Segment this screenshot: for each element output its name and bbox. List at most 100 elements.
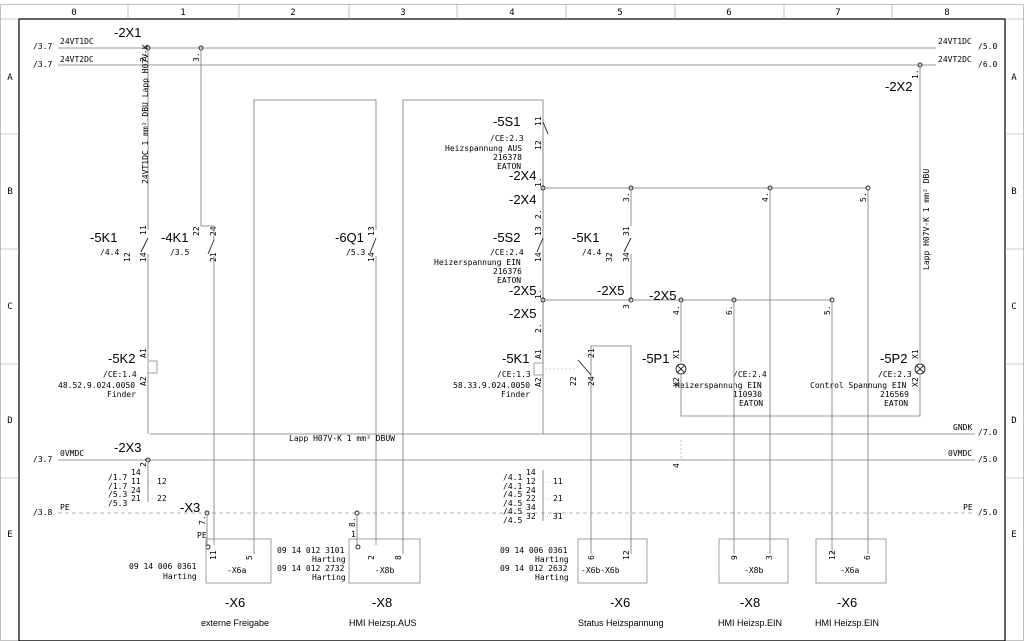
switch-desc: Heizspannung AUS <box>445 144 522 153</box>
lamp-label: -5P1 <box>642 351 669 366</box>
pin-number: 11 <box>139 225 148 235</box>
pin-number: 14 <box>534 252 543 262</box>
connector-tag: -X6a <box>840 566 859 575</box>
connector-tag: -X8b <box>744 566 763 575</box>
pin-number: X1 <box>672 349 681 359</box>
contact-label: -5K1 <box>90 230 117 245</box>
xref-pin: 14 <box>526 468 536 477</box>
branch-5k2: -2X1 2. 3. 24VT1DC 1 mm² DBU Lapp H07V-K… <box>58 25 204 434</box>
connector-part: 09 14 006 0361 <box>500 546 568 555</box>
pin-number: 22 <box>569 376 578 386</box>
column-label: 3 <box>400 8 405 18</box>
pin-number: 3. <box>192 52 201 62</box>
xref-pin: 11 <box>553 477 563 486</box>
terminal-label: -2X1 <box>114 25 141 40</box>
pin-number: 21 <box>209 252 218 262</box>
connector-maker: Harting <box>163 572 197 581</box>
rail-name: 24VT1DC <box>60 37 94 46</box>
connector-maker: Harting <box>312 555 346 564</box>
xref-ref: /4.5 <box>503 499 522 508</box>
xref-ref: /5.3 <box>108 499 127 508</box>
branch-4k1: -4K1 /3.5 22 24 21 <box>161 50 218 545</box>
relay-maker: Finder <box>107 390 136 399</box>
pin-number: 5 <box>245 555 254 560</box>
xref-ref: /4.5 <box>503 490 522 499</box>
pin-number: 11 <box>209 550 218 560</box>
connector-part: 09 14 006 0361 <box>129 562 197 571</box>
pin-number: 5. <box>823 305 832 315</box>
cable-label: Lapp H07V-K 1 mm² DBUW <box>289 434 395 443</box>
pin-number: 14 <box>139 252 148 262</box>
pin-number: 12 <box>123 252 132 262</box>
rail-ref-right: /5.0 <box>978 42 997 51</box>
relay-ref: /CE:1.4 <box>103 370 137 379</box>
connector-maker: Harting <box>535 555 569 564</box>
connector-maker: Harting <box>312 573 346 582</box>
switch-maker: EATON <box>497 162 521 171</box>
connector-title: Status Heizspannung <box>578 618 664 628</box>
cable-label: 24VT1DC 1 mm² DBU Lapp H07V-K <box>141 44 150 184</box>
lamp-desc: Heizerspannung EIN <box>675 381 762 390</box>
lamp-label: -5P2 <box>880 351 907 366</box>
rail-name: PE <box>60 503 70 512</box>
pin-number: 13 <box>367 226 376 236</box>
rail-name: 0VMDC <box>948 449 972 458</box>
rail-ref-left: /3.8 <box>33 508 52 517</box>
pin-number: X2 <box>911 377 920 387</box>
connector-part: 09 14 012 3101 <box>277 546 345 555</box>
connector-x8-heizsp-ein[interactable]: -X8b 9 3 -X8 HMI Heizsp.EIN <box>718 538 789 628</box>
pin-number: 1. <box>534 177 543 187</box>
connector-name: -X6 <box>610 595 630 610</box>
xref-pin: 14 <box>131 468 141 477</box>
column-label: 2 <box>290 8 295 18</box>
column-label: 1 <box>180 8 185 18</box>
xref-ref: /1.7 <box>108 482 127 491</box>
column-label: 7 <box>835 8 840 18</box>
relay-label: -5K2 <box>108 351 135 366</box>
row-label: D <box>1011 416 1016 426</box>
rail-ref-left: /3.7 <box>33 455 52 464</box>
terminal-label: -2X4 <box>509 192 536 207</box>
lamp-desc: Control Spannung EIN <box>810 381 907 390</box>
switch-part: 216376 <box>493 267 522 276</box>
relay-maker: Finder <box>501 390 530 399</box>
row-label: E <box>7 530 12 540</box>
lamp-icon <box>675 363 687 375</box>
terminal-label: -2X5 <box>509 283 536 298</box>
connector-x6-heizsp-ein[interactable]: -X6a 12 6 -X6 HMI Heizsp.EIN <box>815 538 887 628</box>
contact-6q1: -6Q1 /5.3 13 14 <box>335 226 377 262</box>
xref-pin: 31 <box>553 512 563 521</box>
connector-name: -X6 <box>837 595 857 610</box>
column-label: 8 <box>944 8 949 18</box>
xref-pin: 12 <box>157 477 167 486</box>
connector-x6-status[interactable]: 09 14 006 0361 Harting 09 14 012 2632 Ha… <box>500 538 664 628</box>
connector-maker: Harting <box>535 573 569 582</box>
pin-number: 6 <box>587 555 596 560</box>
contact-ref: /4.4 <box>582 248 601 257</box>
pin-number: 3. <box>622 192 631 202</box>
pin-number: 4 <box>672 463 681 468</box>
pin-number: 7. <box>198 515 207 525</box>
pin-number: 11 <box>534 116 543 126</box>
pin-number: PE <box>197 531 207 540</box>
lamp-maker: EATON <box>739 399 763 408</box>
rail-ref-right: /7.0 <box>978 428 997 437</box>
pin-number: 2 <box>367 555 376 560</box>
connector-tag: -X6b-X6b <box>581 566 620 575</box>
connector-part: 09 14 012 2632 <box>500 564 568 573</box>
x8-pe: 8. 1 <box>348 510 361 550</box>
switch-ref: /CE:2.4 <box>490 248 524 257</box>
terminal-label: -2X2 <box>885 79 912 94</box>
pin-number: 5. <box>859 192 868 202</box>
pin-number: 3 <box>765 555 774 560</box>
pin-number: X1 <box>911 349 920 359</box>
pin-number: 9 <box>730 555 739 560</box>
connector-x8-heizsp-aus[interactable]: 09 14 012 3101 Harting 09 14 012 2732 Ha… <box>277 538 421 628</box>
xref-pin: 12 <box>526 477 536 486</box>
connector-x6-freigabe[interactable]: 09 14 006 0361 Harting -X6a 11 5 -X6 ext… <box>129 538 272 628</box>
relay-part: 48.52.9.024.0050 <box>58 381 135 390</box>
pin-number: 6. <box>725 305 734 315</box>
relay-label: -5K1 <box>502 351 529 366</box>
xref-ref: /4.1 <box>503 473 522 482</box>
pin-number: 8 <box>394 555 403 560</box>
